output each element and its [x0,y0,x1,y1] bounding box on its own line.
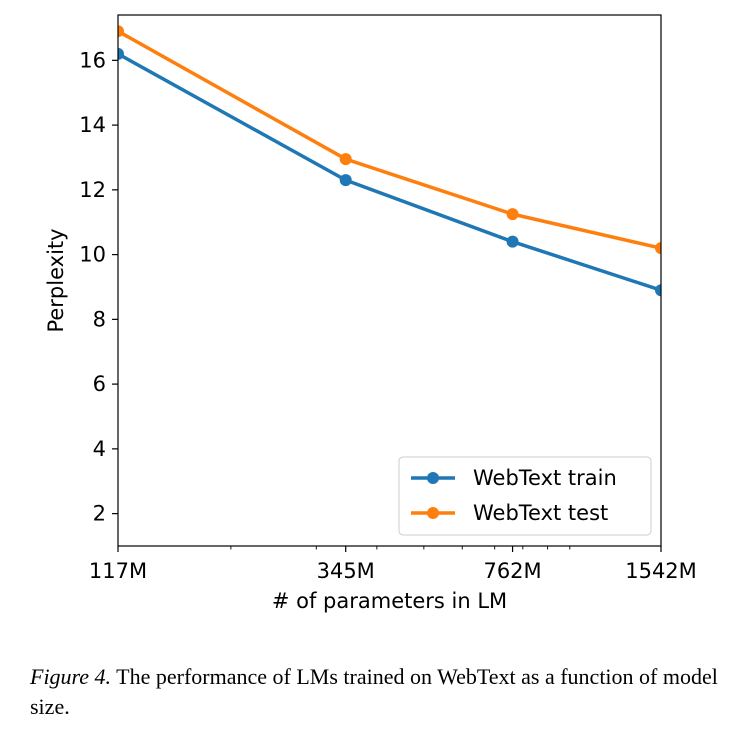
legend-swatch-marker [427,472,439,484]
legend-box [398,456,652,536]
legend: WebText train WebText test [398,456,652,536]
y-axis-label: Perplexity [44,228,68,332]
data-point [506,235,519,248]
y-tick-label: 12 [79,178,106,202]
x-tick-label: 117M [89,559,147,583]
y-tick-label: 6 [93,372,106,396]
legend-label: WebText test [473,501,608,525]
series-group [118,25,661,297]
figure-label: Figure 4. [30,664,112,689]
caption-text: The performance of LMs trained on WebTex… [30,664,718,719]
data-point [655,284,661,297]
figure-caption: Figure 4. The performance of LMs trained… [30,662,720,722]
series-line [118,29,661,250]
plot-frame [117,14,662,547]
data-point [339,174,352,187]
data-point [339,153,352,166]
x-tick-label: 1542M [625,559,697,583]
legend-label: WebText train [473,466,617,490]
x-axis-label: # of parameters in LM [272,589,507,613]
data-point [506,208,519,221]
legend-swatch-marker [427,507,439,519]
ticks-layer: 2 4 6 8 10 12 14 16 117M 345M 762M 1542M [79,48,697,583]
x-tick-label: 762M [483,559,541,583]
data-point [655,242,661,255]
data-point [118,47,124,60]
y-tick-label: 10 [79,243,106,267]
y-tick-label: 4 [93,437,106,461]
y-tick-label: 8 [93,307,106,331]
series-layer [118,25,661,297]
data-point [118,25,124,38]
perplexity-chart: 2 4 6 8 10 12 14 16 117M 345M 762M 1542M # of param… [44,14,697,613]
y-tick-label: 16 [79,48,106,72]
series-line [118,52,661,292]
x-tick-label: 345M [317,559,375,583]
y-tick-label: 14 [79,113,106,137]
y-tick-label: 2 [93,502,106,526]
